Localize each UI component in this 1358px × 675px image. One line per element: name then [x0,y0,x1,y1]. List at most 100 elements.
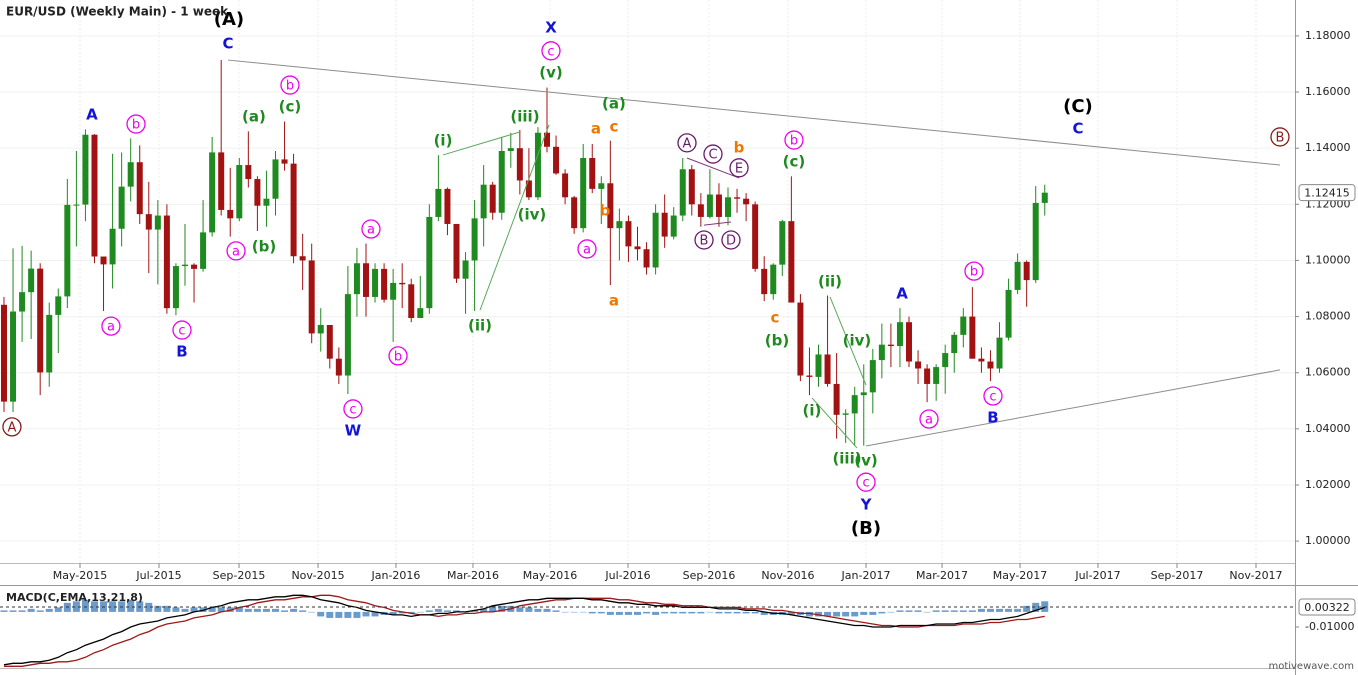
candle-body [996,337,1003,369]
candle-body [761,268,768,295]
histogram-bar [443,610,451,612]
candle-body [181,264,188,267]
histogram-bar [489,605,497,612]
histogram-bar [606,611,614,615]
candle-body [842,413,849,415]
histogram-bar [896,610,904,612]
wave-label: a [367,223,375,238]
trendline [227,59,1281,166]
x-tick-label: Mar-2017 [916,569,968,582]
histogram-bar [570,611,578,613]
candle-body [127,162,134,187]
wave-label-circle [703,144,723,164]
wave-label: D [726,233,736,248]
histogram-bar [516,607,524,612]
candle-body [679,169,686,216]
wave-label: c [610,117,619,135]
wave-label: c [862,476,869,491]
wave-label: A [896,285,908,303]
wave-label: (b) [765,331,789,349]
histogram-bar [181,608,189,612]
candle-body [290,163,297,257]
wave-label: E [735,161,743,176]
wave-label-circle [388,346,408,366]
wave-label: (a) [602,94,626,112]
candle-body [507,148,514,151]
wave-label: (A) [214,9,244,30]
histogram-bar [941,610,949,612]
histogram-bar [308,611,316,613]
candle-body [1023,261,1030,281]
candle-body [435,188,442,217]
histogram-bar [815,611,823,617]
histogram-bar [679,611,687,614]
candle-body [55,296,62,315]
wave-label: A [86,106,98,124]
x-tick-label: Sep-2016 [683,569,736,582]
x-tick-label: May-2015 [53,569,108,582]
wave-label: a [583,242,591,257]
wave-label: b [734,138,745,156]
chart-title: EUR/USD (Weekly Main) - 1 week [6,5,229,19]
candle-body [1032,202,1039,281]
wave-label: (ii) [468,317,492,335]
y-tick-label: 1.08000 [1305,310,1351,323]
x-tick-label: Jul-2015 [135,569,181,582]
histogram-bar [18,610,26,612]
histogram-bar [27,608,35,612]
trendline [811,397,858,449]
histogram-bar [525,607,533,612]
candle-body [634,246,641,250]
wave-label-circle [361,219,381,239]
candle-body [281,159,288,164]
histogram-bar [145,602,153,612]
histogram-bar [724,611,732,614]
indicator-y-tick-label: -0.01000 [1305,620,1354,633]
last-price-box [1298,184,1356,202]
histogram-bar [715,611,723,614]
histogram-bar [1014,608,1022,612]
trendline [442,131,521,156]
marks [0,59,1295,667]
candle-body [417,308,424,318]
histogram-bar [226,607,234,612]
x-tick-label: May-2016 [523,569,578,582]
histogram-bar [986,608,994,612]
x-tick-label: Jul-2016 [604,569,650,582]
histogram-bar [371,611,379,617]
wave-label: (ii) [818,273,842,291]
wave-label: (c) [783,152,806,170]
x-tick-label: Nov-2016 [761,569,814,582]
wave-label: (v) [854,452,878,470]
histogram-bar [751,611,759,614]
wave-label: C [1072,119,1083,137]
candle-body [553,146,560,174]
histogram-bar [588,611,596,614]
candle-body [851,395,858,414]
histogram-bar [299,610,307,612]
histogram-bar [190,607,198,612]
signal-line [4,594,1045,667]
candle-body [960,316,967,335]
trendline [829,296,867,386]
histogram-bar [407,611,415,614]
histogram-bar [661,611,669,614]
watermark: motivewave.com [1268,661,1354,672]
wave-label: A [7,420,16,435]
candle-body [390,282,397,300]
histogram-bar [742,611,750,614]
wave-label: (c) [279,97,302,115]
wave-label: B [1276,130,1285,145]
candle-body [824,354,831,384]
labels: May-2015 Jul-2015 Sep-2015 Nov-2015 Jan-2016… [2,9,1356,633]
wave-label: A [683,136,692,151]
histogram-bar [326,611,334,618]
histogram-bar [959,610,967,612]
histogram-bar [869,611,877,615]
wave-label-circle [280,75,300,95]
wave-label: Y [860,495,873,513]
candle-body [815,354,822,377]
histogram-bar [271,608,279,612]
wave-label-circle [964,261,984,281]
